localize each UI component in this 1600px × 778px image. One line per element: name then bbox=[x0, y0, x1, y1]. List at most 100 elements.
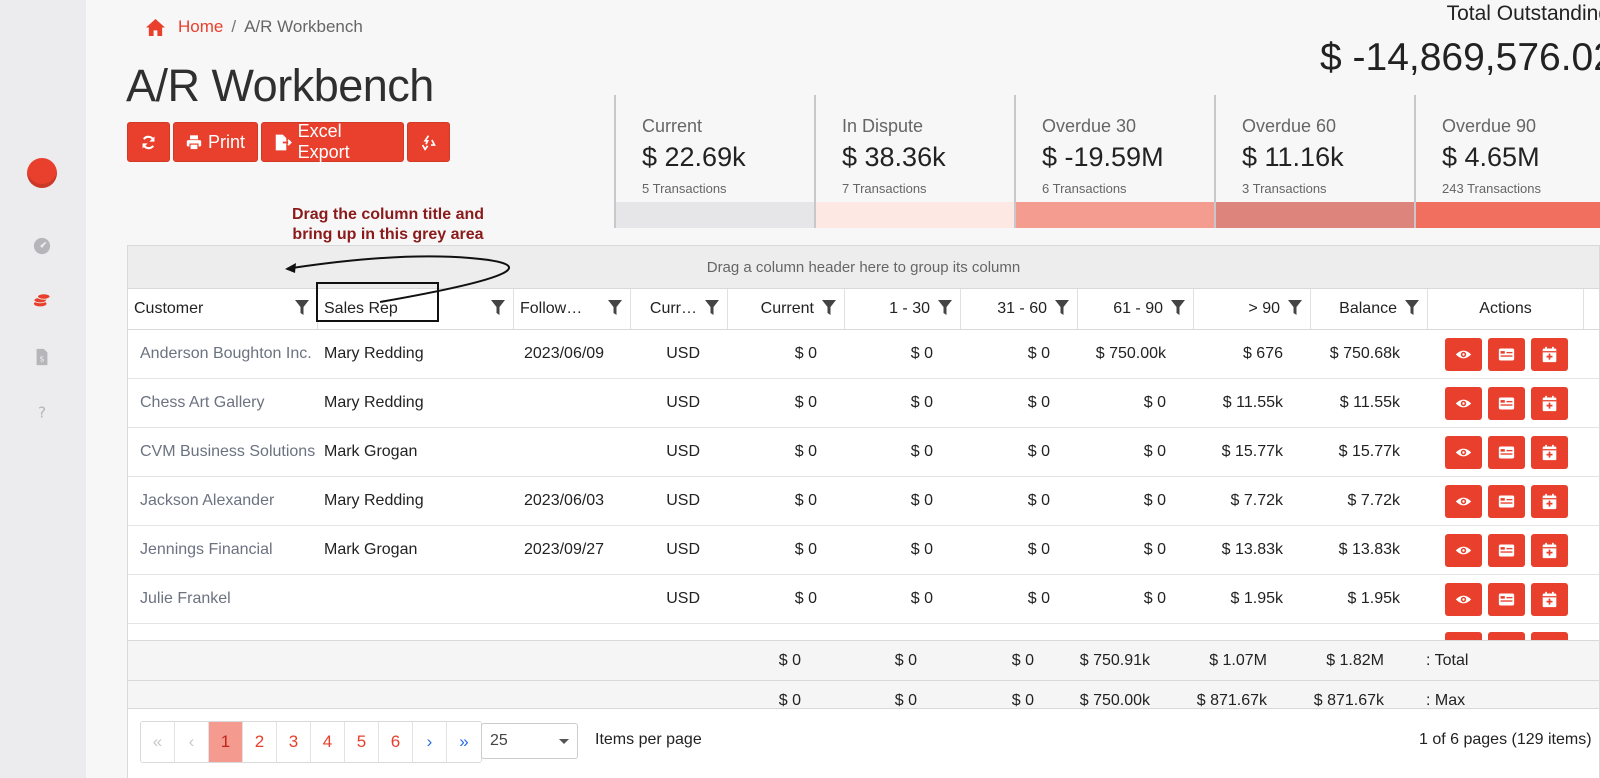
statement-button[interactable] bbox=[1487, 631, 1525, 640]
coins-icon[interactable] bbox=[32, 291, 52, 311]
statement-button[interactable] bbox=[1487, 435, 1525, 469]
cell-currency: USD bbox=[666, 492, 700, 509]
table-row[interactable]: Julie Frankel USD $ 0 $ 0 $ 0 $ 0 $ 1.95k $ 1.9… bbox=[128, 575, 1599, 624]
column-header-label: Sales Rep bbox=[324, 300, 398, 317]
column-header-31-60[interactable]: 31 - 60 bbox=[961, 289, 1078, 329]
card-overdue-90[interactable]: Overdue 90 $ 4.65M 243 Transactions bbox=[1414, 95, 1600, 228]
column-header-current[interactable]: Current bbox=[728, 289, 845, 329]
refresh-button[interactable] bbox=[127, 122, 170, 162]
filter-icon[interactable] bbox=[822, 300, 836, 316]
view-button[interactable] bbox=[1444, 337, 1482, 371]
next-page-button[interactable]: › bbox=[413, 722, 447, 762]
column-header-currency[interactable]: Curr… bbox=[631, 289, 728, 329]
filter-icon[interactable] bbox=[491, 300, 505, 316]
cell-customer[interactable]: William Wheelan Work's bbox=[128, 624, 318, 640]
dashboard-icon[interactable] bbox=[32, 236, 52, 256]
page-size-select[interactable]: 25 bbox=[481, 723, 578, 759]
cell-balance: $ 11.55k bbox=[1339, 394, 1400, 411]
column-header-follow-up[interactable]: Follow… bbox=[514, 289, 631, 329]
filter-icon[interactable] bbox=[938, 300, 952, 316]
schedule-button[interactable] bbox=[1530, 533, 1568, 567]
eye-icon bbox=[1455, 346, 1472, 363]
card-overdue-30[interactable]: Overdue 30 $ -19.59M 6 Transactions bbox=[1014, 95, 1214, 228]
view-button[interactable] bbox=[1444, 435, 1482, 469]
card-in-dispute[interactable]: In Dispute $ 38.36k 7 Transactions bbox=[814, 95, 1014, 228]
invoice-icon[interactable]: $ bbox=[32, 347, 52, 367]
column-header-1-30[interactable]: 1 - 30 bbox=[845, 289, 961, 329]
statement-button[interactable] bbox=[1487, 337, 1525, 371]
view-button[interactable] bbox=[1444, 484, 1482, 518]
page-button-4[interactable]: 4 bbox=[311, 722, 345, 762]
filter-icon[interactable] bbox=[1055, 300, 1069, 316]
card-color-bar bbox=[1016, 202, 1214, 228]
schedule-button[interactable] bbox=[1530, 582, 1568, 616]
schedule-button[interactable] bbox=[1530, 631, 1568, 640]
print-button[interactable]: Print bbox=[173, 122, 258, 162]
cell-1-30: $ 0 bbox=[910, 345, 933, 362]
table-row[interactable]: Jackson Alexander Mary Redding 2023/06/03 U… bbox=[128, 477, 1599, 526]
cell-customer[interactable]: Chess Art Gallery bbox=[140, 394, 265, 411]
group-drop-area[interactable]: Drag a column header here to group its c… bbox=[128, 246, 1599, 289]
help-icon[interactable]: ? bbox=[32, 402, 52, 422]
card-color-bar bbox=[1216, 202, 1414, 228]
app-logo[interactable] bbox=[27, 158, 57, 188]
card-overdue-60[interactable]: Overdue 60 $ 11.16k 3 Transactions bbox=[1214, 95, 1414, 228]
page-button-2[interactable]: 2 bbox=[243, 722, 277, 762]
filter-icon[interactable] bbox=[295, 300, 309, 316]
excel-export-button[interactable]: Excel Export bbox=[261, 121, 404, 162]
column-header-61-90[interactable]: 61 - 90 bbox=[1078, 289, 1194, 329]
cell-1-30: $ 0 bbox=[910, 541, 933, 558]
cell-over-90: $ 8.72k bbox=[1194, 624, 1311, 640]
cell-actions bbox=[1428, 477, 1584, 525]
card-title: Overdue 90 bbox=[1442, 116, 1537, 136]
view-button[interactable] bbox=[1444, 582, 1482, 616]
cell-balance: $ 1.95k bbox=[1347, 590, 1400, 607]
cell-customer[interactable]: Jennings Financial bbox=[140, 541, 273, 558]
table-row[interactable]: CVM Business Solutions Mark Grogan USD $ 0 $… bbox=[128, 428, 1599, 477]
cell-over-90: $ 13.83k bbox=[1221, 541, 1283, 558]
page-button-1[interactable]: 1 bbox=[209, 722, 243, 762]
statement-button[interactable] bbox=[1487, 484, 1525, 518]
column-header-sales-rep[interactable]: Sales Rep bbox=[318, 289, 514, 329]
filter-icon[interactable] bbox=[1405, 300, 1419, 316]
view-button[interactable] bbox=[1444, 631, 1482, 640]
schedule-button[interactable] bbox=[1530, 386, 1568, 420]
cell-customer[interactable]: Jackson Alexander bbox=[140, 492, 275, 509]
table-row[interactable]: Anderson Boughton Inc. Mary Redding 2023/0… bbox=[128, 330, 1599, 379]
first-page-button[interactable]: « bbox=[141, 722, 175, 762]
last-page-button[interactable]: » bbox=[447, 722, 481, 762]
cell-61-90: $ 0 bbox=[1143, 492, 1166, 509]
page-button-6[interactable]: 6 bbox=[379, 722, 413, 762]
page-button-5[interactable]: 5 bbox=[345, 722, 379, 762]
statement-button[interactable] bbox=[1487, 386, 1525, 420]
filter-icon[interactable] bbox=[608, 300, 622, 316]
filter-icon[interactable] bbox=[1171, 300, 1185, 316]
table-row[interactable]: Chess Art Gallery Mary Redding USD $ 0 $ 0 $ … bbox=[128, 379, 1599, 428]
schedule-button[interactable] bbox=[1530, 484, 1568, 518]
cell-customer[interactable]: CVM Business Solutions bbox=[140, 443, 316, 460]
breadcrumb-home-link[interactable]: Home bbox=[178, 17, 224, 36]
cell-over-90: $ 15.77k bbox=[1221, 443, 1283, 460]
filter-icon[interactable] bbox=[1288, 300, 1302, 316]
filter-icon[interactable] bbox=[705, 300, 719, 316]
cell-customer[interactable]: Julie Frankel bbox=[140, 590, 231, 607]
schedule-button[interactable] bbox=[1530, 435, 1568, 469]
recycle-button[interactable] bbox=[407, 122, 450, 162]
column-header-over-90[interactable]: > 90 bbox=[1194, 289, 1311, 329]
home-icon[interactable] bbox=[145, 18, 166, 37]
statement-button[interactable] bbox=[1487, 533, 1525, 567]
page-button-3[interactable]: 3 bbox=[277, 722, 311, 762]
view-button[interactable] bbox=[1444, 533, 1482, 567]
schedule-button[interactable] bbox=[1530, 337, 1568, 371]
cell-customer[interactable]: Anderson Boughton Inc. bbox=[140, 345, 312, 362]
table-row[interactable]: Jennings Financial Mark Grogan 2023/09/27 U… bbox=[128, 526, 1599, 575]
prev-page-button[interactable]: ‹ bbox=[175, 722, 209, 762]
column-header-actions[interactable]: Actions bbox=[1428, 289, 1584, 329]
svg-text:?: ? bbox=[38, 403, 46, 421]
view-button[interactable] bbox=[1444, 386, 1482, 420]
column-header-balance[interactable]: Balance bbox=[1311, 289, 1428, 329]
recycle-icon bbox=[421, 134, 436, 151]
statement-button[interactable] bbox=[1487, 582, 1525, 616]
card-current[interactable]: Current $ 22.69k 5 Transactions bbox=[614, 95, 814, 228]
